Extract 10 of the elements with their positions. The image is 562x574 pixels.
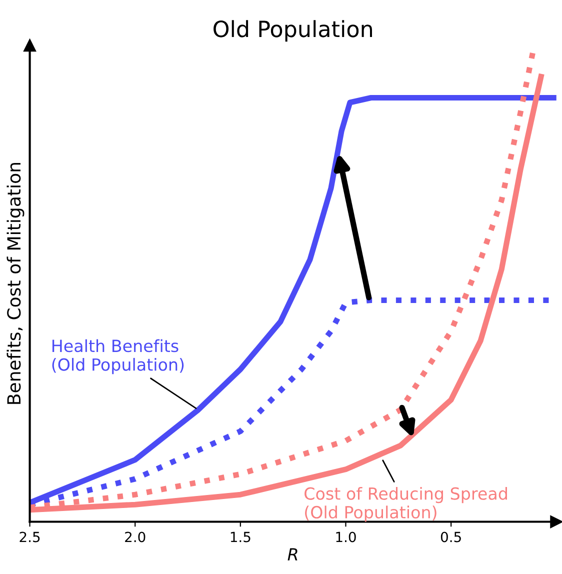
annotation: Cost of Reducing Spread (Old Population) bbox=[304, 486, 507, 522]
x-tick-label: 2.5 bbox=[20, 532, 40, 542]
x-tick-label: 1.0 bbox=[336, 532, 356, 542]
x-tick-label: 1.5 bbox=[230, 532, 250, 542]
x-tick-label: 0.5 bbox=[440, 532, 461, 542]
y-axis-title: Benefits, Cost of Mitigation bbox=[6, 162, 24, 404]
x-axis-title: R bbox=[288, 548, 298, 560]
x-tick-label: 2.0 bbox=[125, 532, 146, 542]
chart-title: Old Population bbox=[214, 20, 372, 42]
annotation: Health Benefits (Old Population) bbox=[52, 339, 184, 374]
